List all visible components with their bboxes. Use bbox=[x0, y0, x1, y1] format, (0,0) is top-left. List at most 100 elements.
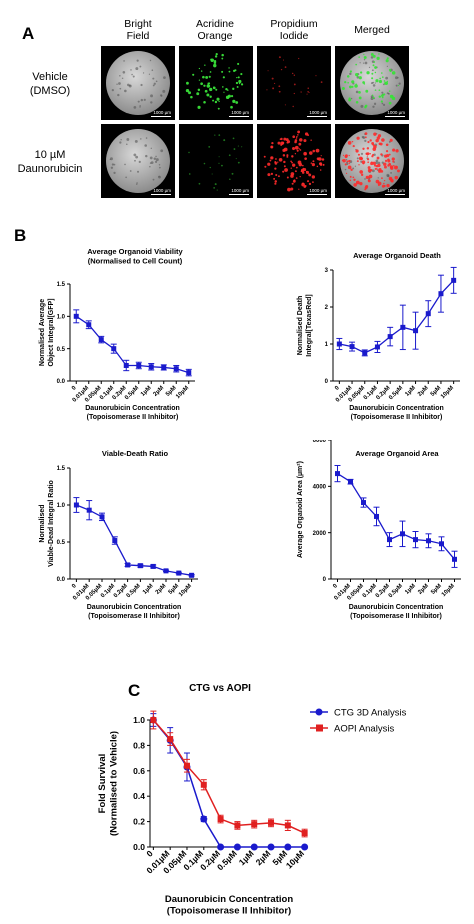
column-header-bright-field: Bright Field bbox=[124, 18, 152, 42]
data-point bbox=[125, 562, 131, 568]
chart-title: (Normalised to Cell Count) bbox=[88, 257, 183, 266]
x-tick-label: 10µM bbox=[175, 385, 190, 400]
y-tick-label: 0.5 bbox=[57, 347, 66, 353]
data-point bbox=[123, 362, 129, 368]
microscopy-image: 1000 µm bbox=[101, 46, 175, 120]
y-tick-label: 0.6 bbox=[133, 766, 145, 776]
column-header-merged: Merged bbox=[354, 24, 390, 36]
data-point bbox=[98, 337, 104, 343]
data-point bbox=[112, 538, 118, 544]
y-tick-label: 1.0 bbox=[133, 715, 145, 725]
chart-title: Viable-Death Ratio bbox=[102, 449, 169, 458]
data-point bbox=[150, 563, 156, 569]
data-point bbox=[301, 830, 308, 837]
x-axis-label: Daunorubicin Concentration bbox=[87, 604, 182, 611]
scale-bar: 1000 µm bbox=[151, 188, 171, 195]
data-point bbox=[336, 341, 342, 347]
y-axis-label: Normalised Death bbox=[297, 296, 304, 356]
data-point bbox=[186, 370, 192, 376]
data-point bbox=[163, 568, 169, 574]
y-tick-label: 0.0 bbox=[57, 379, 66, 385]
x-axis-label: (Topoisomerase II Inhibitor) bbox=[87, 414, 179, 421]
data-point bbox=[348, 479, 353, 485]
data-point bbox=[233, 843, 241, 851]
x-axis-label: (Topoisomerase II Inhibitor) bbox=[88, 613, 180, 620]
x-axis-label: (Topoisomerase II Inhibitor) bbox=[350, 613, 442, 620]
chart-title: CTG vs AOPI bbox=[189, 683, 251, 694]
series-line bbox=[152, 719, 305, 848]
scale-bar-line bbox=[307, 116, 327, 117]
data-point bbox=[200, 815, 208, 823]
scale-bar: 1000 µm bbox=[385, 110, 405, 117]
y-tick-label: 1.5 bbox=[57, 466, 66, 472]
data-point bbox=[413, 328, 419, 334]
x-tick-label: 2µM bbox=[153, 385, 166, 398]
x-tick-label: 0.5µM bbox=[388, 385, 404, 401]
y-axis-label: Fold Survival bbox=[97, 754, 108, 814]
y-tick-label: 0.8 bbox=[133, 740, 145, 750]
x-axis-label: Daunorubicin Concentration bbox=[349, 405, 444, 412]
data-point bbox=[148, 364, 154, 370]
scale-bar-line bbox=[229, 116, 249, 117]
scale-bar: 1000 µm bbox=[307, 188, 327, 195]
y-axis-label: Viable-Dead Integral Ratio bbox=[48, 480, 55, 567]
chart-title: Average Organoid Viability bbox=[87, 247, 183, 256]
y-tick-label: 0.0 bbox=[57, 577, 66, 583]
scale-bar-label: 1000 µm bbox=[387, 188, 405, 193]
row-header-vehicle: Vehicle (DMSO) bbox=[29, 71, 71, 97]
data-point bbox=[439, 541, 444, 547]
scale-bar: 1000 µm bbox=[385, 188, 405, 195]
data-point bbox=[111, 346, 117, 352]
x-tick-label: 0 bbox=[71, 385, 78, 392]
data-point bbox=[183, 762, 190, 769]
x-tick-label: 1µM bbox=[404, 583, 417, 596]
y-tick-label: 0 bbox=[323, 577, 327, 583]
x-tick-label: 10µM bbox=[178, 583, 193, 598]
x-tick-label: 10µM bbox=[440, 385, 455, 400]
scale-bar-line bbox=[385, 194, 405, 195]
data-point bbox=[176, 570, 182, 576]
data-point bbox=[137, 563, 143, 569]
legend-marker bbox=[316, 724, 323, 732]
microscopy-image: 1000 µm bbox=[335, 46, 409, 120]
x-tick-label: 2µM bbox=[417, 583, 430, 596]
x-axis-label: (Topoisomerase II Inhibitor) bbox=[167, 906, 291, 917]
y-axis-label: Object Integral[GFP] bbox=[48, 298, 55, 366]
x-tick-label: 2µM bbox=[417, 385, 430, 398]
y-axis-label: Normalised Average bbox=[39, 299, 46, 366]
data-point bbox=[413, 537, 418, 543]
x-tick-label: 2µM bbox=[254, 848, 273, 867]
comparison-chart: CTG vs AOPI0.00.20.40.60.81.000.01µM0.05… bbox=[97, 683, 407, 917]
y-axis-label: Normalised bbox=[39, 504, 46, 542]
x-axis-label: Daunorubicin Concentration bbox=[165, 894, 293, 905]
data-point bbox=[161, 364, 167, 370]
y-tick-label: 1.5 bbox=[57, 282, 66, 288]
x-tick-label: 0.5µM bbox=[388, 583, 404, 599]
x-tick-label: 10µM bbox=[284, 848, 306, 870]
data-point bbox=[284, 822, 291, 829]
scale-bar-label: 1000 µm bbox=[153, 110, 171, 115]
data-point bbox=[284, 843, 292, 851]
x-axis-label: Daunorubicin Concentration bbox=[85, 405, 180, 412]
scale-bar: 1000 µm bbox=[151, 110, 171, 117]
data-point bbox=[86, 507, 92, 513]
data-point bbox=[250, 843, 258, 851]
viability-chart: Average Organoid Viability(Normalised to… bbox=[39, 247, 195, 421]
scale-bar-label: 1000 µm bbox=[309, 110, 327, 115]
y-tick-label: 2000 bbox=[313, 531, 327, 537]
x-axis-label: Daunorubicin Concentration bbox=[349, 604, 444, 611]
data-point bbox=[374, 344, 380, 350]
y-tick-label: 0.2 bbox=[133, 817, 145, 827]
microscopy-image: 1000 µm bbox=[257, 124, 331, 198]
data-point bbox=[251, 821, 258, 828]
row-header-daunorubicin: 10 µM Daunorubicin bbox=[17, 149, 83, 175]
data-point bbox=[425, 311, 431, 317]
data-point bbox=[349, 344, 355, 350]
data-point bbox=[362, 350, 368, 356]
panel-a-letter: A bbox=[22, 24, 35, 43]
scale-bar-line bbox=[229, 194, 249, 195]
data-point bbox=[234, 822, 241, 829]
y-tick-label: 4000 bbox=[313, 484, 327, 490]
data-point bbox=[387, 537, 392, 543]
x-tick-label: 0 bbox=[334, 385, 341, 392]
